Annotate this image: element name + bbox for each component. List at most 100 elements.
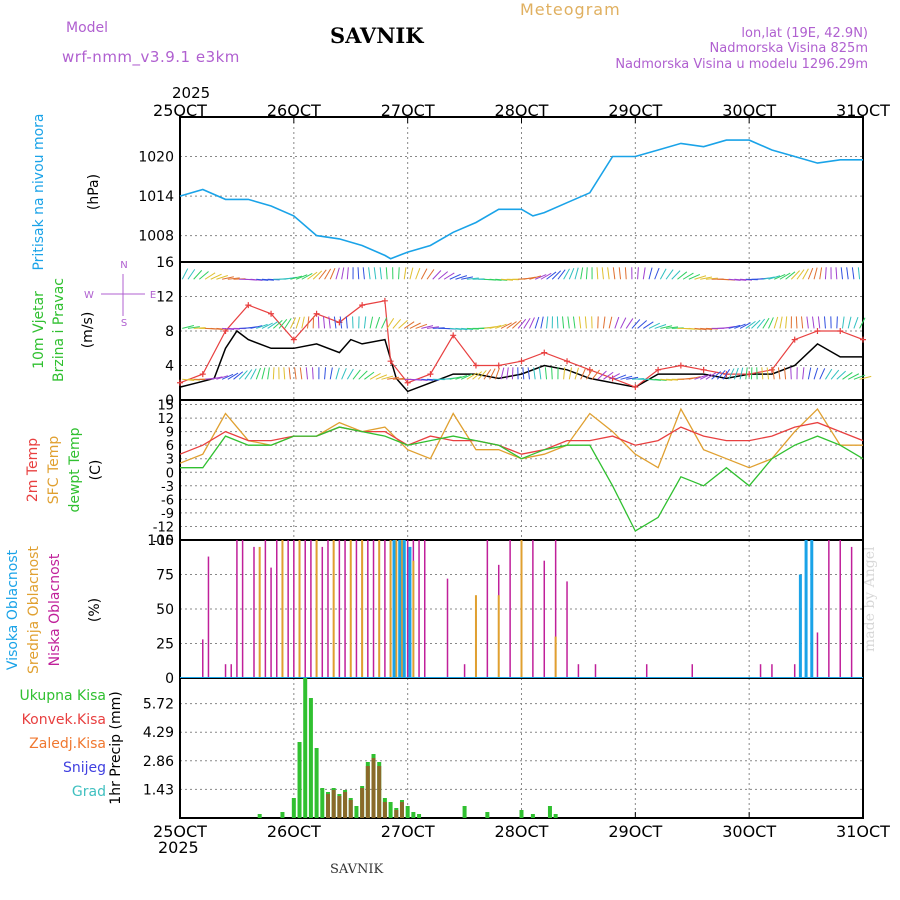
wind-arrow <box>204 272 216 280</box>
cloud-bar-niska-oblacnost <box>293 540 295 678</box>
wind-arrow <box>768 317 774 329</box>
wind-arrow <box>362 267 365 280</box>
wind-arrow <box>449 273 461 280</box>
temperature-ytick-label: -3 <box>161 480 174 495</box>
wind-arrow <box>227 372 239 380</box>
cloud-bar-niska-oblacnost <box>418 540 420 678</box>
wind-arrow <box>289 317 297 329</box>
wind-arrow <box>385 267 388 280</box>
precip-ytick-label: 5.72 <box>143 697 174 713</box>
cloud-bar-niska-oblacnost <box>423 540 426 678</box>
compass-west: W <box>84 290 94 301</box>
temperature-ytick-label: 9 <box>166 426 174 441</box>
wind-arrow <box>426 326 439 329</box>
precip-bar-konvek-kisa <box>394 810 399 818</box>
wind-arrow <box>614 316 620 329</box>
cloud-bar-niska-oblacnost <box>276 540 278 678</box>
wind-arrow <box>307 271 318 280</box>
wind-panel <box>179 261 864 401</box>
year-label-top: 2025 <box>172 84 211 102</box>
cloud-ylabel: (%) <box>87 598 103 622</box>
clouds-ytick-label: 100 <box>147 533 174 549</box>
wind-gust-marker <box>290 336 297 343</box>
wind-arrow <box>745 320 756 329</box>
compass-south: S <box>121 318 127 329</box>
wind-arrow <box>472 371 483 380</box>
wind-arrow <box>806 316 809 329</box>
wind-arrow <box>500 367 505 380</box>
cloud-bar-niska-oblacnost <box>338 540 341 678</box>
wind-arrow <box>210 376 223 380</box>
wind-arrow <box>772 367 775 380</box>
wind-arrow <box>846 267 849 280</box>
wind-arrow <box>637 267 639 280</box>
wind-arrow <box>840 267 844 280</box>
wind-arrow <box>739 367 744 380</box>
clouds-ytick-label: 50 <box>156 602 174 618</box>
wind-arrow <box>556 316 559 329</box>
wind-arrow <box>580 368 587 380</box>
wind-arrow <box>688 376 701 380</box>
cloud-bar-niska-oblacnost <box>236 540 238 678</box>
wind-arrow <box>574 367 579 380</box>
wind-arrow <box>734 278 747 281</box>
wind-gust-marker <box>387 358 394 365</box>
precip-bar-konvek-kisa <box>399 802 404 818</box>
wind-arrow <box>398 267 400 280</box>
wind-arrow <box>607 267 610 280</box>
location-label: lon,lat (19E, 42.9N) <box>741 26 868 41</box>
cloud-bar-niska-oblacnost <box>253 546 255 678</box>
wind-arrow <box>381 317 388 329</box>
wind-ytick-label: 16 <box>156 255 174 271</box>
pressure-ytick-label: 1008 <box>138 229 174 245</box>
cloud-bar-srednja-oblacnost <box>315 540 318 678</box>
wind-arrow <box>489 325 502 329</box>
wind-arrow <box>364 371 375 380</box>
wind-arrow <box>859 375 872 380</box>
precip-bar-ukupna-kisa <box>320 788 325 818</box>
wind-arrow <box>466 372 478 380</box>
wind-arrow <box>489 278 502 281</box>
wind-arrow <box>853 316 859 329</box>
x-tick-label-bottom: 28OCT <box>495 822 549 841</box>
wind-arrow <box>517 318 527 329</box>
cloud-bar-niska-oblacnost <box>384 540 386 678</box>
wind-gust-marker <box>768 366 775 373</box>
clouds-ytick-label: 25 <box>156 637 174 653</box>
cloud-bar-srednja-oblacnost <box>361 540 364 678</box>
cloud-bar-niska-oblacnost <box>287 540 289 678</box>
wind-arrow <box>369 316 374 329</box>
wind-gust-marker <box>177 379 183 386</box>
x-tick-label-bottom: 29OCT <box>608 822 662 841</box>
cloud-bar-srednja-oblacnost <box>554 636 557 678</box>
wind-arrow <box>654 378 667 381</box>
wind-arrow <box>842 372 853 380</box>
cloud-bar-niska-oblacnost <box>264 540 267 678</box>
wind-arrow <box>825 368 833 380</box>
wind-arrow <box>591 369 600 380</box>
wind-arrow <box>256 278 269 281</box>
temperature-ytick-label: 3 <box>166 453 174 468</box>
meteogram-title: Meteogram <box>520 0 621 19</box>
wind-arrow <box>250 325 263 329</box>
precip-panel <box>179 677 864 819</box>
wind-gust-marker <box>700 366 707 373</box>
wind-arrow <box>461 327 474 330</box>
precip-bar-ukupna-kisa <box>405 806 410 818</box>
wind-arrow <box>398 320 408 329</box>
wind-title-line1: 10m Vjetar <box>31 291 47 369</box>
x-tick-label-bottom: 26OCT <box>267 822 321 841</box>
wind-arrow <box>301 272 313 280</box>
wind-arrow <box>847 316 852 329</box>
wind-ytick-label: 8 <box>165 324 174 340</box>
wind-arrow <box>420 268 428 280</box>
wind-arrow <box>648 267 653 280</box>
wind-arrow <box>443 272 455 280</box>
wind-arrow <box>455 327 468 331</box>
wind-arrow <box>705 277 718 280</box>
wind-gust-marker <box>564 358 571 365</box>
cloud-bar-visoka-oblacnost <box>398 540 402 678</box>
wind-arrow <box>346 267 349 280</box>
wind-gust-marker <box>677 362 684 369</box>
